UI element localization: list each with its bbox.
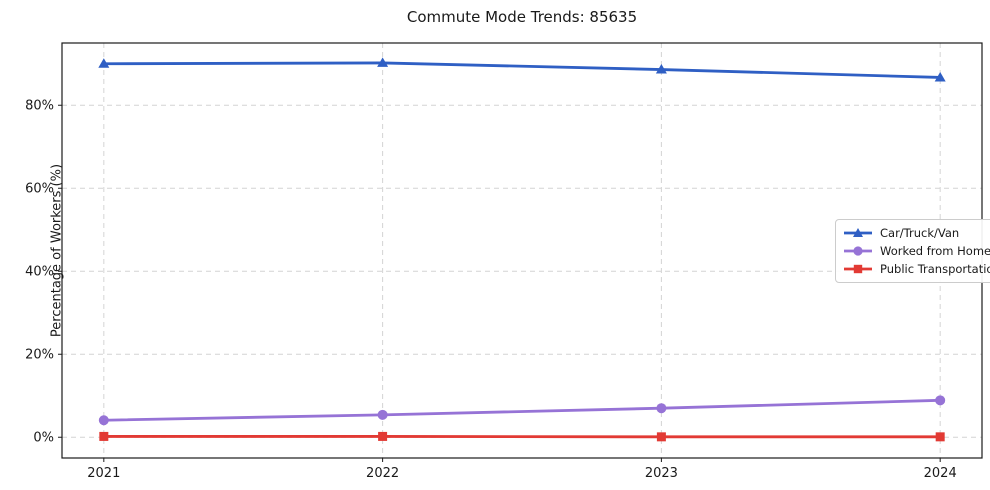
series-marker bbox=[935, 432, 945, 442]
series-marker bbox=[98, 58, 110, 68]
series-line bbox=[102, 61, 942, 79]
chart-title: Commute Mode Trends: 85635 bbox=[406, 8, 638, 26]
x-tick-label: 2021 bbox=[87, 466, 120, 481]
series-marker bbox=[656, 403, 667, 414]
series-marker bbox=[98, 415, 109, 426]
series-marker bbox=[656, 432, 666, 442]
square-marker-icon bbox=[844, 264, 872, 274]
legend-entry: Public Transportation bbox=[843, 261, 990, 277]
x-tick-label: 2022 bbox=[366, 466, 399, 481]
series-marker bbox=[934, 71, 946, 82]
circle-marker-icon bbox=[844, 246, 872, 256]
series-marker bbox=[655, 64, 667, 74]
series-marker bbox=[377, 409, 388, 420]
legend-label: Worked from Home bbox=[880, 244, 990, 258]
y-tick-label: 40% bbox=[25, 264, 54, 279]
series-marker bbox=[378, 431, 388, 441]
legend-label: Public Transportation bbox=[880, 262, 990, 276]
series-line bbox=[102, 398, 942, 422]
x-tick-label: 2023 bbox=[645, 466, 678, 481]
series-marker bbox=[99, 431, 109, 441]
triangle-marker-icon bbox=[844, 228, 872, 237]
legend-entry: Car/Truck/Van bbox=[843, 225, 990, 241]
legend-label: Car/Truck/Van bbox=[880, 226, 960, 240]
series-marker bbox=[935, 395, 946, 406]
legend: Car/Truck/Van Worked from Home Public Tran… bbox=[835, 219, 990, 283]
y-tick-label: 20% bbox=[25, 347, 54, 362]
series-marker bbox=[377, 57, 389, 67]
x-tick-label: 2024 bbox=[924, 466, 957, 481]
y-tick-label: 80% bbox=[25, 98, 54, 113]
y-tick-label: 60% bbox=[25, 181, 54, 196]
y-tick-label: 0% bbox=[33, 430, 54, 445]
legend-entry: Worked from Home bbox=[843, 243, 990, 259]
